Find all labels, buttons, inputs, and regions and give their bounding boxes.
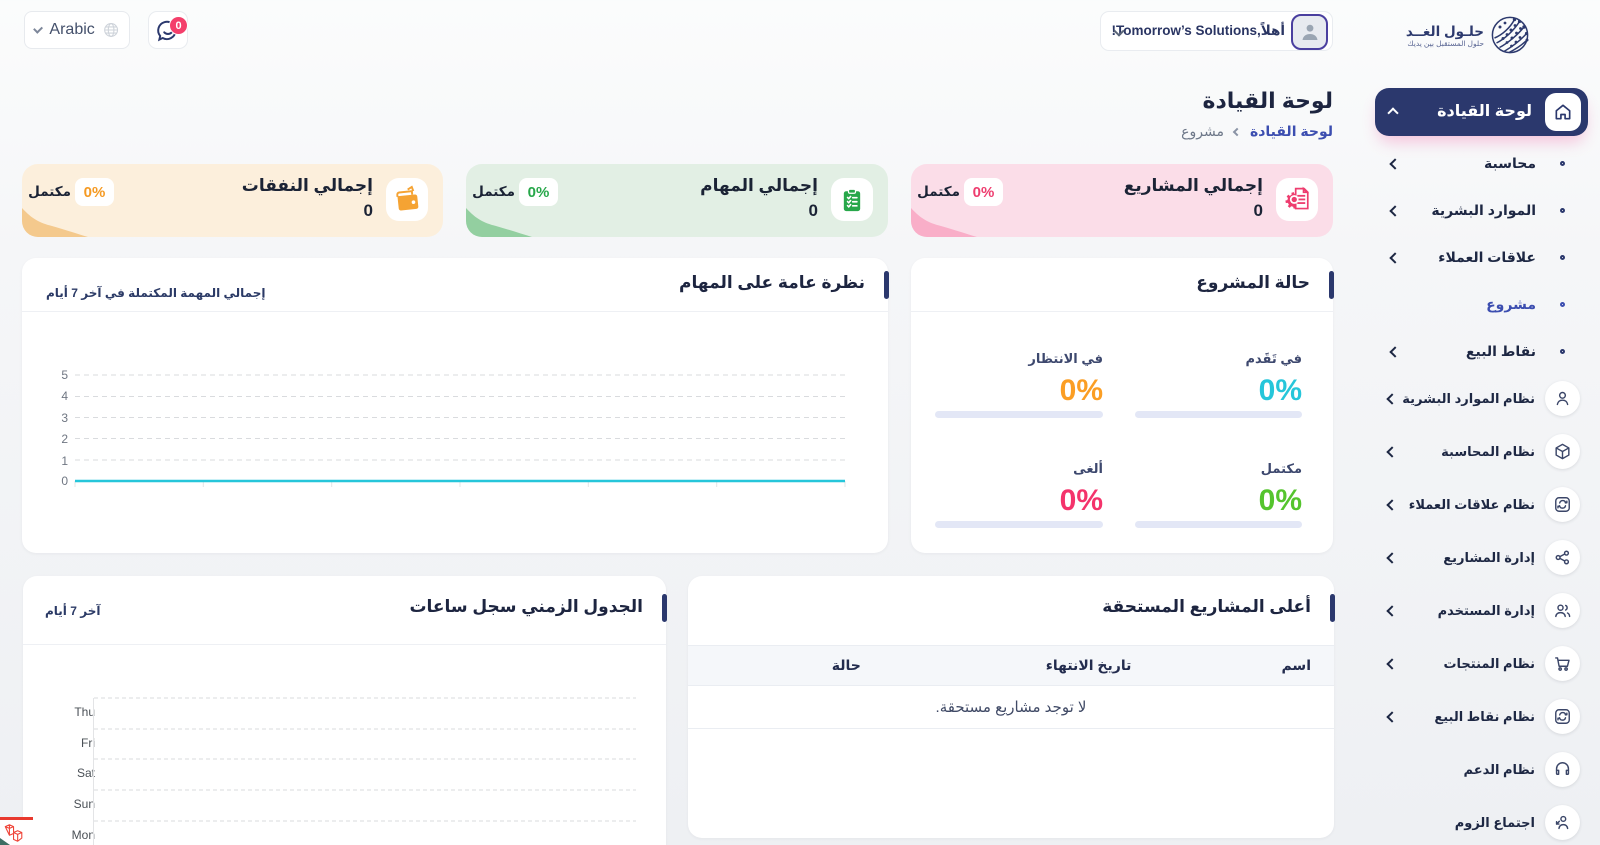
svg-text:3: 3 (61, 411, 68, 425)
svg-text:5: 5 (61, 368, 68, 382)
svg-text:0: 0 (61, 474, 68, 488)
svg-text:4: 4 (61, 389, 68, 403)
svg-text:Sun: Sun (74, 797, 95, 811)
svg-text:2: 2 (61, 432, 68, 446)
svg-text:Mon: Mon (72, 828, 95, 842)
svg-text:1: 1 (61, 454, 68, 468)
svg-text:Sat: Sat (77, 766, 96, 780)
svg-text:Thu: Thu (74, 705, 95, 719)
svg-text:Fri: Fri (81, 736, 95, 750)
